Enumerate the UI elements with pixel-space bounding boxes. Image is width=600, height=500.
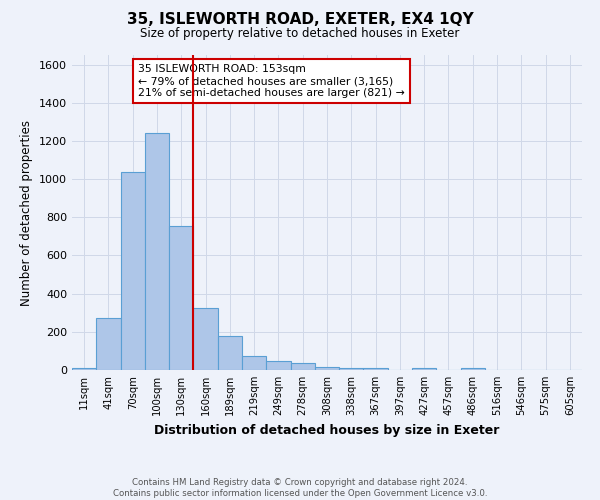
Bar	[72, 368, 96, 370]
Text: 35 ISLEWORTH ROAD: 153sqm
← 79% of detached houses are smaller (3,165)
21% of se: 35 ISLEWORTH ROAD: 153sqm ← 79% of detac…	[139, 64, 405, 98]
Text: Size of property relative to detached houses in Exeter: Size of property relative to detached ho…	[140, 28, 460, 40]
Bar	[169, 226, 193, 370]
Bar	[96, 318, 121, 370]
Bar	[218, 336, 242, 370]
Bar	[290, 363, 315, 370]
Bar	[364, 368, 388, 370]
Bar	[145, 134, 169, 370]
Bar	[339, 368, 364, 370]
Bar	[193, 308, 218, 370]
Bar	[315, 367, 339, 370]
Text: Contains HM Land Registry data © Crown copyright and database right 2024.
Contai: Contains HM Land Registry data © Crown c…	[113, 478, 487, 498]
Y-axis label: Number of detached properties: Number of detached properties	[20, 120, 34, 306]
Bar	[266, 361, 290, 370]
Bar	[242, 356, 266, 370]
Bar	[412, 368, 436, 370]
X-axis label: Distribution of detached houses by size in Exeter: Distribution of detached houses by size …	[154, 424, 500, 436]
Bar	[121, 172, 145, 370]
Text: 35, ISLEWORTH ROAD, EXETER, EX4 1QY: 35, ISLEWORTH ROAD, EXETER, EX4 1QY	[127, 12, 473, 28]
Bar	[461, 368, 485, 370]
